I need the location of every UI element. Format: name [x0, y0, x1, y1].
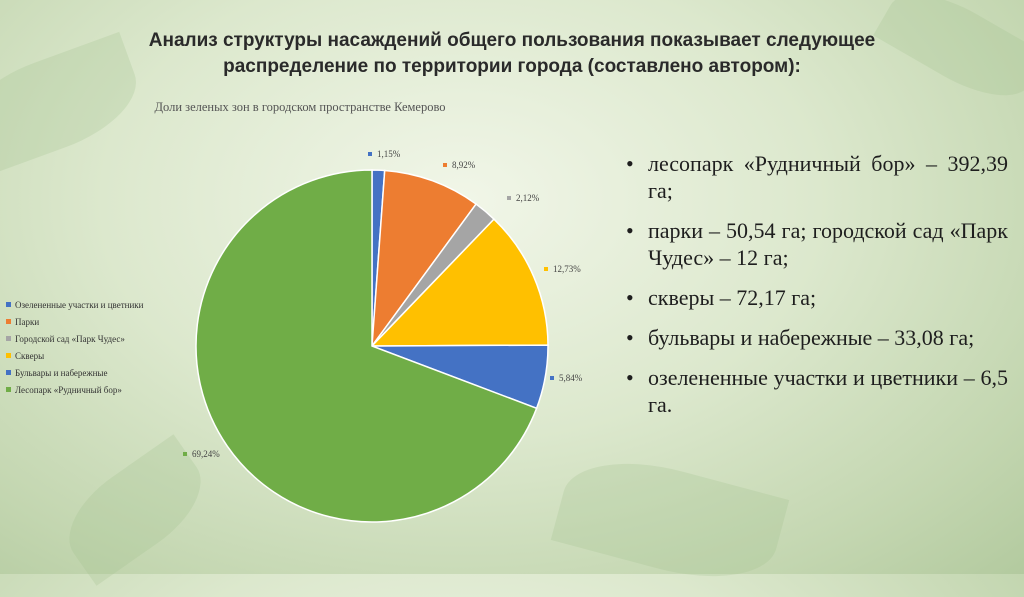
legend-item: Лесопарк «Рудничный бор» — [6, 381, 144, 398]
data-label: 5,84% — [559, 373, 583, 383]
data-label-marker — [544, 267, 548, 271]
data-label: 2,12% — [516, 193, 540, 203]
pie-slice — [195, 169, 538, 523]
bullet-item: озелененные участки и цветники – 6,5 га. — [626, 364, 1008, 418]
chart-legend: Озелененные участки и цветники Парки Город… — [6, 296, 144, 398]
legend-swatch — [6, 353, 11, 358]
bullet-item: лесопарк «Рудничный бор» – 392,39 га; — [626, 150, 1008, 204]
legend-label: Городской сад «Парк Чудес» — [15, 333, 125, 344]
legend-swatch — [6, 387, 11, 392]
slide-title-line-1: Анализ структуры насаждений общего польз… — [148, 30, 876, 51]
legend-swatch — [6, 319, 11, 324]
data-label-marker — [368, 152, 372, 156]
bullet-list: лесопарк «Рудничный бор» – 392,39 га; пар… — [626, 150, 1008, 431]
legend-item: Скверы — [6, 347, 144, 364]
bullet-item: бульвары и набережные – 33,08 га; — [626, 324, 1008, 351]
legend-item: Бульвары и набережные — [6, 364, 144, 381]
legend-label: Лесопарк «Рудничный бор» — [15, 384, 122, 395]
legend-swatch — [6, 370, 11, 375]
data-label-marker — [183, 452, 187, 456]
data-label: 1,15% — [377, 149, 401, 159]
data-label-marker — [507, 196, 511, 200]
legend-label: Скверы — [15, 350, 45, 361]
pie-slice — [371, 169, 478, 349]
data-label: 8,92% — [452, 160, 476, 170]
legend-label: Озелененные участки и цветники — [15, 299, 144, 310]
legend-item: Городской сад «Парк Чудес» — [6, 330, 144, 347]
data-label-marker — [550, 376, 554, 380]
data-label: 69,24% — [192, 449, 220, 459]
bullet-item: скверы – 72,17 га; — [626, 284, 1008, 311]
bullet-item: парки – 50,54 га; городской сад «Парк Чу… — [626, 217, 1008, 271]
chart-title: Доли зеленых зон в городском пространств… — [154, 100, 446, 114]
slide-title: Анализ структуры насаждений общего польз… — [40, 28, 984, 80]
pie-chart: 1,15% 8,92% 2,12% 12,73% 5,84% 69,24% — [183, 149, 583, 523]
pie-slice — [370, 218, 549, 347]
legend-item: Озелененные участки и цветники — [6, 296, 144, 313]
slide-title-line-2: распределение по территории города (сост… — [223, 56, 801, 77]
legend-item: Парки — [6, 313, 144, 330]
legend-label: Бульвары и набережные — [15, 367, 108, 378]
data-label-marker — [443, 163, 447, 167]
legend-swatch — [6, 302, 11, 307]
legend-swatch — [6, 336, 11, 341]
legend-label: Парки — [15, 316, 40, 327]
data-label: 12,73% — [553, 264, 581, 274]
